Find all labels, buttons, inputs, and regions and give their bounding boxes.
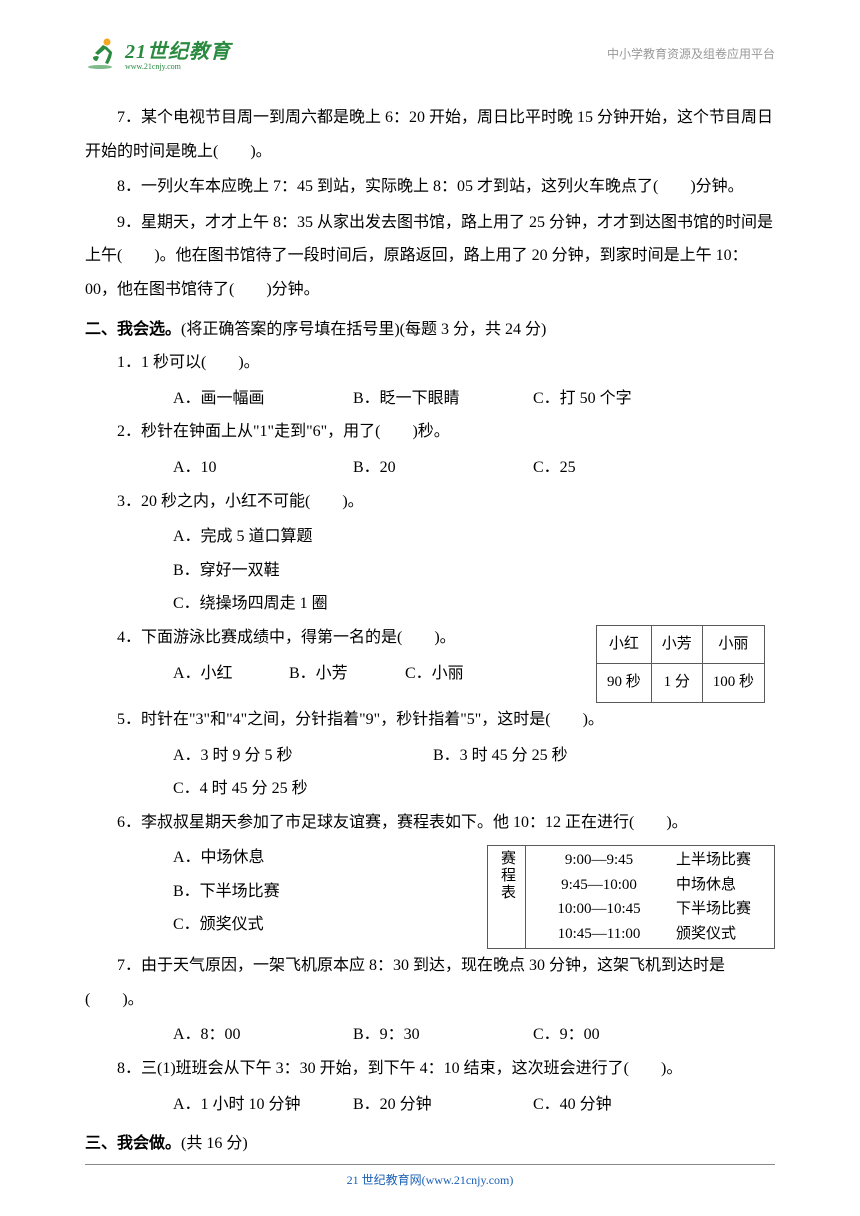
runner-icon: [85, 35, 121, 71]
mc-q2-c: C．25: [533, 459, 576, 476]
sched-time-2: 9:45—10:00: [534, 874, 664, 897]
mc-q6-stem: 6．李叔叔星期天参加了市足球友谊赛，赛程表如下。他 10：12 正在进行( )。: [85, 806, 775, 840]
logo-text: 21世纪教育 www.21cnjy.com: [125, 35, 231, 71]
mc-q8-b: B．20 分钟: [353, 1088, 529, 1122]
section-3-label: 三、我会做。: [85, 1135, 181, 1152]
mc-q1-choices: A．画一幅画 B．眨一下眼睛 C．打 50 个字: [85, 382, 775, 416]
mc-q7-stem: 7．由于天气原因，一架飞机原本应 8：30 到达，现在晚点 30 分钟，这架飞机…: [85, 949, 775, 1016]
mc-q7-a: A．8：00: [173, 1018, 349, 1052]
mc-q1-a: A．画一幅画: [173, 382, 349, 416]
swim-h1: 小红: [596, 625, 651, 664]
mc-q3-b: B．穿好一双鞋: [85, 554, 775, 588]
mc-q5-a: A．3 时 9 分 5 秒: [173, 739, 429, 773]
mc-q6-wrap: 6．李叔叔星期天参加了市足球友谊赛，赛程表如下。他 10：12 正在进行( )。…: [85, 806, 775, 950]
page-content: 7．某个电视节目周一到周六都是晚上 6：20 开始，周日比平时晚 15 分钟开始…: [0, 81, 860, 1161]
fill-q8: 8．一列火车本应晚上 7：45 到站，实际晚上 8：05 才到站，这列火车晚点了…: [85, 170, 775, 204]
mc-q8-a: A．1 小时 10 分钟: [173, 1088, 349, 1122]
section-2-title: 二、我会选。(将正确答案的序号填在括号里)(每题 3 分，共 24 分): [85, 313, 775, 347]
mc-q2-b: B．20: [353, 451, 529, 485]
mc-q4-a: A．小红: [173, 657, 285, 691]
fill-q9: 9．星期天，才才上午 8：35 从家出发去图书馆，路上用了 25 分钟，才才到达…: [85, 206, 775, 307]
mc-q3-stem: 3．20 秒之内，小红不可能( )。: [85, 485, 775, 519]
mc-q7-choices: A．8：00 B．9：30 C．9：00: [85, 1018, 775, 1052]
section-3-note: (共 16 分): [181, 1135, 248, 1152]
footer-divider: [85, 1164, 775, 1165]
schedule-row-4: 10:45—11:00 颁奖仪式: [526, 922, 774, 947]
mc-q5-b: B．3 时 45 分 25 秒: [433, 747, 568, 764]
logo: 21世纪教育 www.21cnjy.com: [85, 35, 231, 71]
schedule-rows: 9:00—9:45 上半场比赛 9:45—10:00 中场休息 10:00—10…: [526, 846, 774, 948]
mc-q2-stem: 2．秒针在钟面上从"1"走到"6"，用了( )秒。: [85, 415, 775, 449]
mc-q7-b: B．9：30: [353, 1018, 529, 1052]
sched-time-4: 10:45—11:00: [534, 923, 664, 946]
swim-r3: 100 秒: [702, 664, 764, 703]
mc-q2-a: A．10: [173, 451, 349, 485]
footer-url: (www.21cnjy.com): [422, 1173, 514, 1187]
swim-r1: 90 秒: [596, 664, 651, 703]
schedule-row-2: 9:45—10:00 中场休息: [526, 873, 774, 898]
sched-event-2: 中场休息: [676, 874, 766, 897]
mc-q5-ab: A．3 时 9 分 5 秒 B．3 时 45 分 25 秒: [85, 739, 775, 773]
sched-time-1: 9:00—9:45: [534, 849, 664, 872]
schedule-table: 赛程表 9:00—9:45 上半场比赛 9:45—10:00 中场休息 10:0…: [487, 845, 776, 949]
page-footer: 21 世纪教育网(www.21cnjy.com): [0, 1164, 860, 1188]
swim-r2: 1 分: [651, 664, 702, 703]
section-3-title: 三、我会做。(共 16 分): [85, 1127, 775, 1161]
mc-q7-c: C．9：00: [533, 1026, 600, 1043]
mc-q4-wrap: 小红 小芳 小丽 90 秒 1 分 100 秒 4．下面游泳比赛成绩中，得第一名…: [85, 621, 775, 703]
sched-event-4: 颁奖仪式: [676, 923, 766, 946]
fill-q7: 7．某个电视节目周一到周六都是晚上 6：20 开始，周日比平时晚 15 分钟开始…: [85, 101, 775, 168]
schedule-row-3: 10:00—10:45 下半场比赛: [526, 897, 774, 922]
mc-q1-c: C．打 50 个字: [533, 390, 632, 407]
mc-q8-choices: A．1 小时 10 分钟 B．20 分钟 C．40 分钟: [85, 1088, 775, 1122]
sched-event-1: 上半场比赛: [676, 849, 766, 872]
mc-q4-b: B．小芳: [289, 657, 401, 691]
page-header: 21世纪教育 www.21cnjy.com 中小学教育资源及组卷应用平台: [0, 0, 860, 81]
mc-q3-c: C．绕操场四周走 1 圈: [85, 587, 775, 621]
swim-table: 小红 小芳 小丽 90 秒 1 分 100 秒: [596, 625, 765, 703]
schedule-row-1: 9:00—9:45 上半场比赛: [526, 848, 774, 873]
swim-h2: 小芳: [651, 625, 702, 664]
mc-q5-c: C．4 时 45 分 25 秒: [85, 772, 775, 806]
mc-q3-a: A．完成 5 道口算题: [85, 520, 775, 554]
schedule-label: 赛程表: [488, 846, 527, 948]
mc-q8-stem: 8．三(1)班班会从下午 3：30 开始，到下午 4：10 结束，这次班会进行了…: [85, 1052, 775, 1086]
swim-h3: 小丽: [702, 625, 764, 664]
mc-q2-choices: A．10 B．20 C．25: [85, 451, 775, 485]
logo-cn: 21世纪教育: [125, 35, 231, 64]
sched-time-3: 10:00—10:45: [534, 898, 664, 921]
section-2-note: (将正确答案的序号填在括号里)(每题 3 分，共 24 分): [181, 321, 546, 338]
mc-q4-c: C．小丽: [405, 665, 464, 682]
mc-q1-b: B．眨一下眼睛: [353, 382, 529, 416]
section-2-label: 二、我会选。: [85, 321, 181, 338]
mc-q1-stem: 1．1 秒可以( )。: [85, 346, 775, 380]
header-subtitle: 中小学教育资源及组卷应用平台: [607, 45, 775, 62]
mc-q5-stem: 5．时针在"3"和"4"之间，分针指着"9"，秒针指着"5"，这时是( )。: [85, 703, 775, 737]
mc-q8-c: C．40 分钟: [533, 1096, 612, 1113]
footer-text: 21 世纪教育网: [347, 1173, 422, 1187]
sched-event-3: 下半场比赛: [676, 898, 766, 921]
